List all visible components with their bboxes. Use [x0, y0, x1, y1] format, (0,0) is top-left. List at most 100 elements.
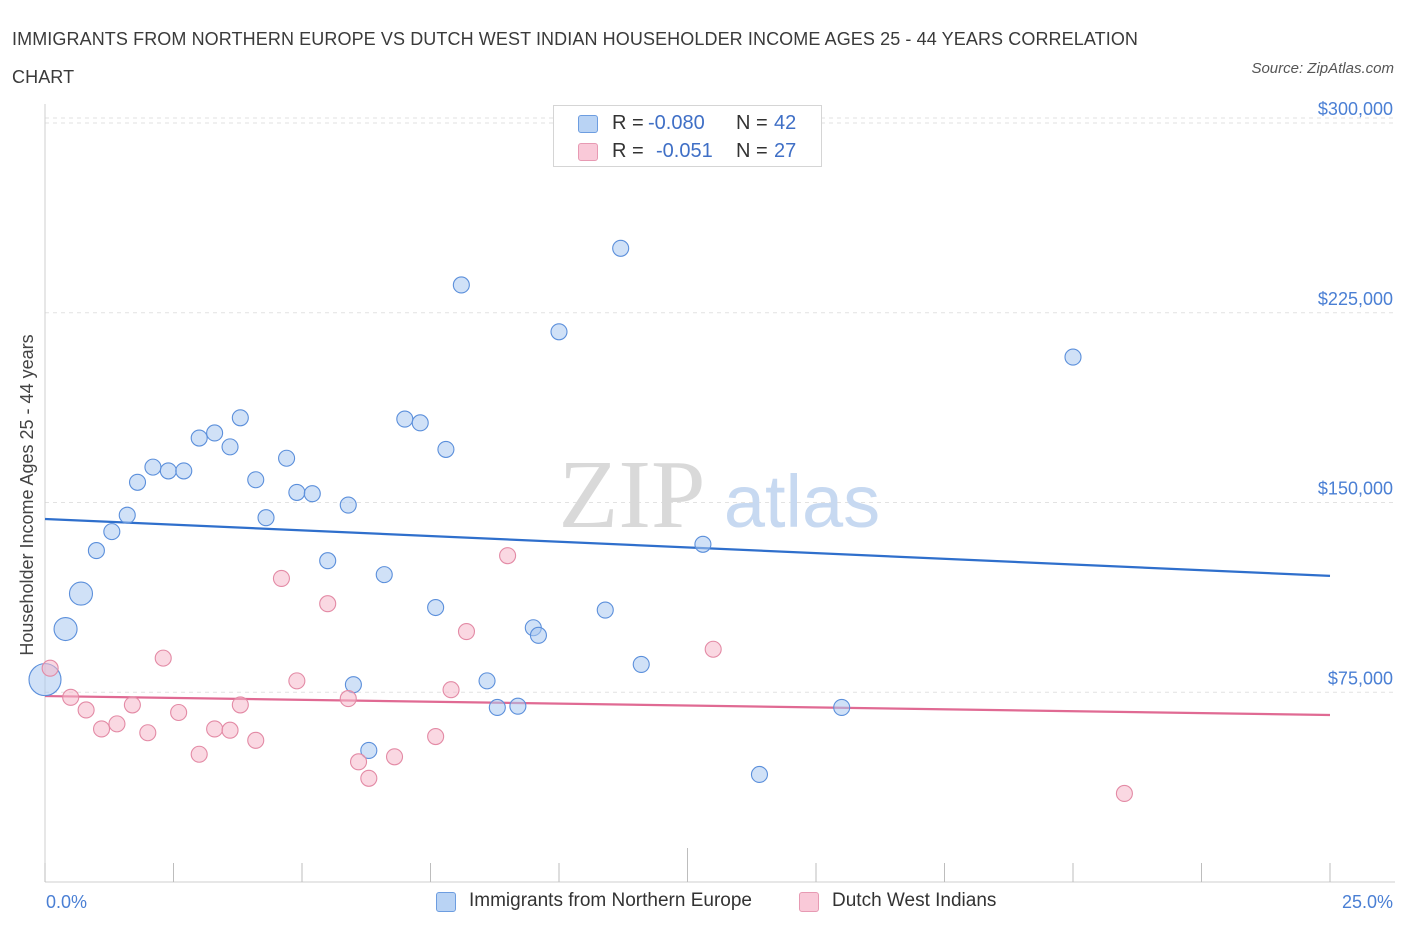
legend-label: Immigrants from Northern Europe — [469, 890, 752, 911]
data-point — [488, 698, 506, 716]
n-label: N = — [736, 112, 768, 134]
r-value: -0.051 — [656, 140, 713, 162]
y-tick-label: $300,000 — [1318, 99, 1393, 119]
data-point — [87, 542, 105, 560]
data-point — [427, 598, 445, 617]
data-point — [68, 581, 94, 606]
data-point — [360, 769, 378, 787]
data-point — [247, 471, 265, 489]
data-point — [257, 509, 275, 527]
data-point — [77, 701, 95, 719]
data-point — [53, 616, 78, 642]
data-point — [529, 626, 547, 644]
data-point — [288, 672, 306, 690]
data-point — [457, 622, 476, 641]
tick-labels: $75,000 $150,000 $225,000 $300,000 0.0% 25.0%… — [17, 99, 1393, 912]
data-point — [128, 473, 147, 491]
data-point — [139, 724, 157, 742]
data-point — [411, 414, 429, 432]
x-tick-label: 0.0% — [46, 892, 87, 912]
trend-lines — [44, 517, 1331, 717]
data-point — [221, 438, 239, 456]
n-value: 42 — [774, 112, 797, 134]
trend-line — [44, 694, 1331, 717]
data-point — [278, 449, 296, 467]
data-point — [92, 720, 111, 738]
data-point — [41, 659, 59, 677]
data-point — [833, 698, 851, 716]
data-point — [123, 696, 141, 714]
data-point — [319, 552, 337, 570]
watermark-atlas: atlas — [724, 460, 880, 543]
watermark-zip: ZIP — [559, 441, 706, 549]
data-point — [750, 765, 769, 784]
data-point — [303, 485, 321, 503]
legend-swatch-blue — [436, 892, 456, 912]
data-point — [427, 727, 445, 746]
data-point — [108, 715, 126, 733]
legend-swatch-pink — [578, 143, 598, 161]
data-points — [28, 239, 1133, 803]
data-point — [339, 690, 357, 708]
data-point — [144, 458, 162, 476]
axes — [44, 104, 1395, 883]
data-point — [509, 697, 527, 715]
y-tick-label: $150,000 — [1318, 479, 1393, 499]
y-tick-label: $75,000 — [1328, 668, 1393, 688]
legend-label: Dutch West Indians — [832, 890, 997, 911]
data-point — [452, 276, 470, 294]
n-label: N = — [736, 140, 768, 162]
r-value: -0.080 — [648, 112, 705, 134]
data-point — [596, 601, 614, 619]
y-axis-label: Householder Income Ages 25 - 44 years — [17, 334, 37, 655]
trend-line — [44, 517, 1331, 577]
watermark: ZIP atlas — [559, 441, 881, 549]
data-point — [272, 569, 290, 587]
data-point — [396, 410, 414, 428]
data-point — [375, 566, 393, 584]
data-point — [231, 409, 249, 427]
data-point — [612, 239, 630, 257]
data-point — [1064, 348, 1082, 366]
data-point — [247, 731, 265, 749]
data-point — [62, 688, 80, 706]
data-point — [190, 429, 208, 447]
legend-swatch-pink — [799, 892, 819, 912]
data-point — [704, 640, 722, 658]
data-point — [339, 496, 357, 514]
data-point — [175, 462, 193, 480]
data-point — [319, 595, 337, 613]
stats-legend: R = -0.080 N = 42 R = -0.051 N = 27 — [553, 105, 822, 167]
data-point — [288, 483, 306, 501]
data-point — [360, 741, 378, 760]
legend-swatch-blue — [578, 115, 598, 133]
data-point — [154, 649, 172, 667]
n-value: 27 — [774, 140, 797, 162]
data-point — [478, 672, 496, 690]
r-label: R = — [612, 112, 644, 134]
source-note: Source: ZipAtlas.com — [1251, 60, 1394, 77]
grid-lines — [45, 117, 1395, 693]
r-label: R = — [612, 140, 644, 162]
data-point — [103, 523, 121, 541]
data-point — [550, 323, 568, 341]
data-point — [206, 424, 224, 442]
data-point — [437, 440, 455, 458]
data-point — [190, 745, 208, 763]
data-point — [231, 696, 249, 714]
data-point — [632, 655, 650, 673]
data-point — [694, 535, 712, 553]
data-point — [170, 703, 188, 722]
data-point — [221, 721, 239, 739]
data-point — [499, 547, 517, 565]
chart-title: IMMIGRANTS FROM NORTHERN EUROPE VS DUTCH… — [12, 29, 1139, 87]
data-point — [442, 681, 460, 699]
data-point — [206, 720, 224, 738]
data-point — [349, 753, 368, 771]
data-point — [385, 748, 404, 766]
x-tick-label: 25.0% — [1342, 892, 1393, 912]
data-point — [159, 462, 177, 480]
data-point — [118, 506, 136, 524]
y-tick-label: $225,000 — [1318, 289, 1393, 309]
